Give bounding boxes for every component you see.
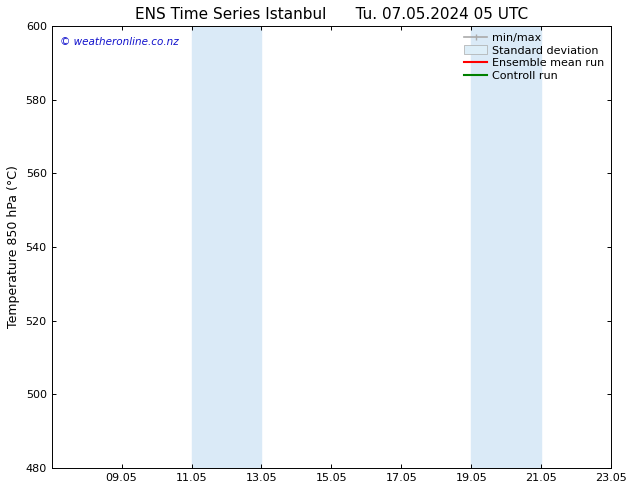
Bar (471, 26, 541, 468)
Legend: min/max, Standard deviation, Ensemble mean run, Controll run: min/max, Standard deviation, Ensemble me… (461, 29, 608, 85)
Text: © weatheronline.co.nz: © weatheronline.co.nz (60, 37, 179, 47)
Title: ENS Time Series Istanbul      Tu. 07.05.2024 05 UTC: ENS Time Series Istanbul Tu. 07.05.2024 … (135, 7, 528, 22)
Y-axis label: Temperature 850 hPa (°C): Temperature 850 hPa (°C) (7, 166, 20, 328)
Bar (191, 26, 261, 468)
